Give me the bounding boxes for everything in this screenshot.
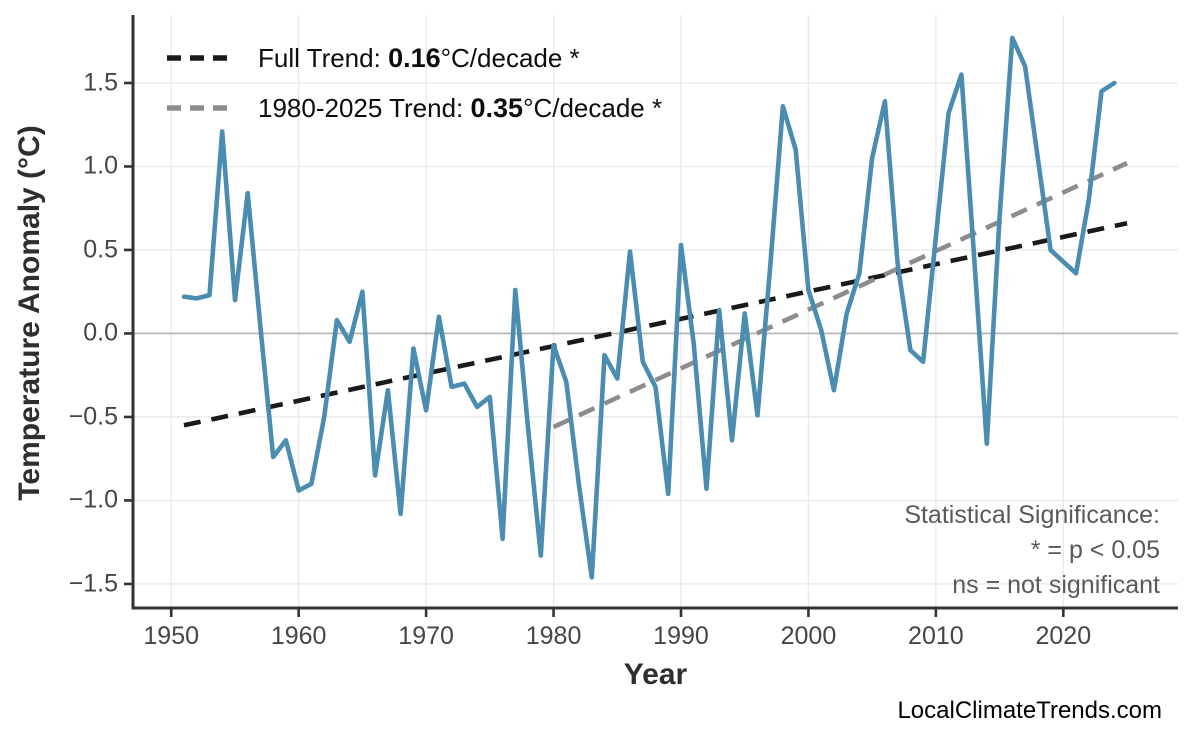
legend-full-trend-value: 0.16 (388, 43, 441, 73)
y-tick-label-0.0: 0.0 (83, 318, 118, 347)
x-tick-label-1950: 1950 (143, 622, 200, 650)
x-tick-label-1970: 1970 (398, 622, 454, 650)
x-tick-label-1990: 1990 (653, 622, 709, 650)
legend-recent-trend-suffix: °C/decade * (523, 93, 663, 123)
x-tick-label-2000: 2000 (780, 622, 837, 650)
legend-entry-full-trend: Full Trend: 0.16°C/decade * (258, 40, 580, 76)
y-tick-label-1.5: 1.5 (83, 68, 118, 97)
y-tick-label-1.0: 1.0 (83, 151, 118, 180)
legend-full-trend-suffix: °C/decade * (440, 43, 580, 73)
x-tick-label-2010: 2010 (908, 622, 964, 650)
legend-entry-recent-trend: 1980-2025 Trend: 0.35°C/decade * (258, 90, 662, 126)
legend-full-trend-prefix: Full Trend: (258, 43, 389, 73)
annotation-line-2: * = p < 0.05 (1030, 536, 1160, 564)
legend-recent-trend-value: 0.35 (470, 93, 524, 123)
annotation-line-1: Statistical Significance: (904, 501, 1160, 529)
y-tick-label-−1.5: −1.5 (68, 569, 118, 598)
x-tick-label-1960: 1960 (270, 622, 327, 650)
legend-recent-trend-prefix: 1980-2025 Trend: (258, 93, 471, 123)
y-tick-label-−0.5: −0.5 (68, 402, 118, 431)
annotation-line-3: ns = not significant (952, 571, 1160, 599)
recent-trend-line (552, 161, 1128, 430)
y-tick-label-0.5: 0.5 (83, 235, 118, 264)
x-tick-label-1980: 1980 (525, 622, 582, 650)
x-axis-title: Year (623, 658, 688, 691)
full-trend-line (183, 220, 1128, 428)
x-tick-label-2020: 2020 (1035, 622, 1092, 650)
watermark-site-name: LocalClimateTrends.com (897, 697, 1162, 724)
y-tick-label-−1.0: −1.0 (68, 485, 118, 514)
significance-annotation: Statistical Significance: * = p < 0.05 n… (904, 498, 1160, 603)
annual-temperature-anomaly-line (181, 35, 1117, 580)
